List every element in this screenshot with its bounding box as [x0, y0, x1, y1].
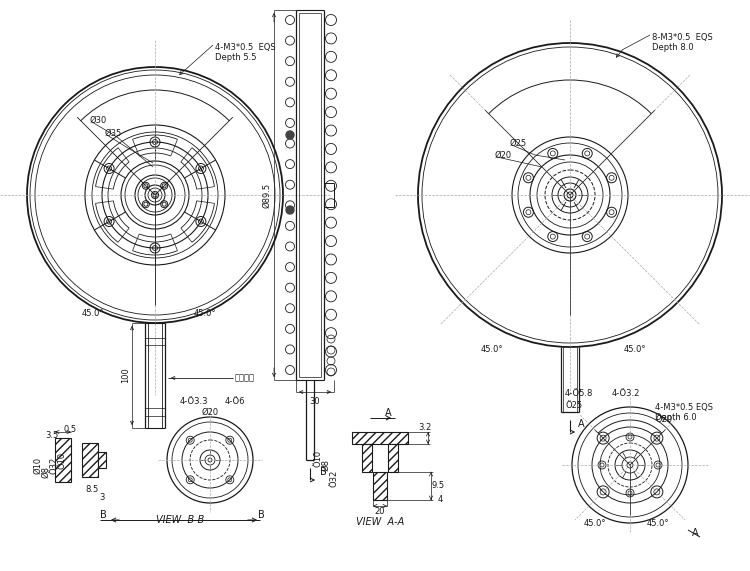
Text: 4-M3*0.5 EQS
Depth 6.0: 4-M3*0.5 EQS Depth 6.0	[655, 403, 713, 423]
Text: Ö20: Ö20	[655, 416, 672, 424]
Text: 8-M3*0.5  EQS
Depth 8.0: 8-M3*0.5 EQS Depth 8.0	[652, 33, 712, 53]
Text: 45.0°: 45.0°	[194, 308, 216, 317]
Bar	[352, 432, 408, 444]
Text: Ø20: Ø20	[202, 408, 218, 416]
Text: 4-Ö3.2: 4-Ö3.2	[612, 388, 640, 397]
Text: 4-Ö6: 4-Ö6	[225, 397, 245, 407]
Text: B: B	[320, 467, 327, 477]
Text: Ø89.5: Ø89.5	[262, 183, 272, 208]
Text: 4-Ö5.8: 4-Ö5.8	[565, 388, 593, 397]
Circle shape	[286, 131, 294, 139]
Text: 4: 4	[437, 496, 442, 505]
Text: Ö10: Ö10	[58, 452, 67, 469]
Text: 4-Ö3.3: 4-Ö3.3	[180, 397, 209, 407]
Bar	[373, 472, 387, 500]
Text: 4-M3*0.5  EQS
Depth 5.5: 4-M3*0.5 EQS Depth 5.5	[215, 43, 276, 62]
Text: 45.0°: 45.0°	[646, 518, 669, 528]
Text: 8.5: 8.5	[86, 485, 99, 494]
Text: 0.5: 0.5	[64, 425, 76, 435]
Text: Ö10: Ö10	[314, 449, 322, 467]
Text: 100: 100	[122, 368, 130, 383]
Text: 3: 3	[99, 493, 105, 502]
Text: 热缩套管: 热缩套管	[235, 373, 255, 383]
Bar	[55, 438, 71, 482]
Text: 45.0°: 45.0°	[82, 308, 104, 317]
Bar	[362, 444, 372, 472]
Text: 45.0°: 45.0°	[481, 345, 503, 355]
Text: A: A	[692, 528, 699, 538]
Text: Ö32: Ö32	[329, 469, 338, 486]
Text: B: B	[100, 510, 106, 520]
Text: 30: 30	[310, 397, 320, 407]
Text: A: A	[578, 419, 585, 429]
Text: Ö25: Ö25	[565, 400, 582, 409]
Text: 20: 20	[375, 508, 386, 517]
Text: 45.0°: 45.0°	[584, 518, 606, 528]
Text: Ø20: Ø20	[495, 151, 512, 159]
Bar	[82, 443, 98, 477]
Text: Ø8: Ø8	[41, 466, 50, 478]
Text: A: A	[385, 408, 392, 418]
Text: Ø25: Ø25	[510, 139, 527, 147]
Text: VIEW  B-B: VIEW B-B	[156, 515, 204, 525]
Text: B: B	[258, 510, 265, 520]
Text: 3.5: 3.5	[45, 431, 58, 440]
Text: Ø8: Ø8	[322, 459, 331, 471]
Circle shape	[286, 206, 294, 214]
Text: 3.2: 3.2	[419, 423, 432, 432]
Bar	[388, 444, 398, 472]
Bar	[98, 452, 106, 468]
Text: Ö32: Ö32	[50, 456, 58, 473]
Text: VIEW  A-A: VIEW A-A	[356, 517, 404, 527]
Text: Ø10: Ø10	[34, 456, 43, 473]
Text: Ø30: Ø30	[90, 115, 107, 124]
Text: 45.0°: 45.0°	[624, 345, 646, 355]
Text: 9.5: 9.5	[431, 481, 445, 490]
Text: Ø35: Ø35	[105, 128, 122, 138]
